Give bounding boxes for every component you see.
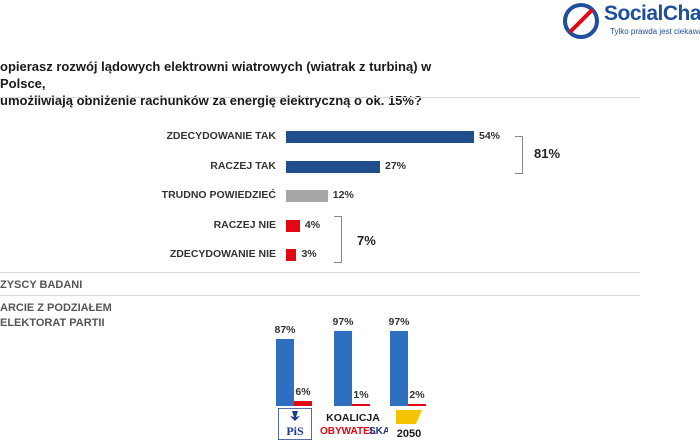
brand-name: SocialChar — [604, 2, 700, 25]
bar — [286, 249, 297, 261]
party-bar — [352, 404, 370, 406]
bar — [286, 190, 328, 202]
yes-bracket — [515, 136, 523, 174]
category-label: RACZEJ TAK — [210, 160, 276, 172]
ko-label-line2b: SKA — [369, 426, 388, 437]
section-all-respondents: ZYSCY BADANI — [0, 279, 83, 291]
brand-tagline: Tylko prawda jest ciekawa — [610, 27, 700, 36]
socialchar-logo — [563, 3, 599, 39]
category-label: RACZEJ NIE — [213, 219, 276, 231]
party-value-label: 6% — [295, 386, 311, 399]
ko-logo: KOALICJA OBYWATEL SKA — [320, 412, 388, 437]
divider — [0, 295, 640, 296]
party-value-label: 87% — [274, 323, 296, 336]
value-label: 3% — [301, 248, 317, 260]
p2050-label: 2050 — [397, 428, 421, 440]
category-label: ZDECYDOWANIE TAK — [166, 130, 276, 142]
value-label: 27% — [385, 160, 407, 172]
category-label: TRUDNO POWIEDZIEĆ — [161, 189, 276, 201]
aggregate-yes: 81% — [534, 146, 561, 161]
divider — [0, 97, 640, 98]
party-bar — [390, 331, 408, 406]
divider — [0, 272, 640, 273]
party-bar — [276, 338, 294, 406]
value-label: 54% — [479, 130, 501, 142]
party-value-label: 2% — [409, 389, 425, 401]
category-label: ZDECYDOWANIE NIE — [169, 248, 276, 260]
party-value-label: 97% — [388, 316, 410, 328]
value-label: 4% — [304, 219, 321, 231]
value-label: 12% — [332, 189, 354, 201]
ko-label-line2a: OBYWATEL — [320, 426, 376, 437]
party-bar — [294, 401, 312, 406]
section-by-party: ARCIE Z PODZIAŁEM ELEKTORAT PARTII — [0, 302, 112, 329]
party-value-label: 1% — [353, 389, 369, 401]
pis-logo: PiS — [278, 408, 312, 440]
party-bar — [408, 404, 426, 406]
pis-label: PiS — [286, 424, 304, 438]
ko-label-line1: KOALICJA — [326, 412, 380, 424]
bar — [286, 161, 380, 173]
bar — [286, 220, 300, 232]
no-bracket — [334, 216, 342, 263]
question-title: opierasz rozwój lądowych elektrowni wiat… — [0, 59, 432, 108]
party-value-label: 97% — [332, 316, 354, 328]
party-bar — [334, 331, 352, 406]
p2050-logo: 2050 — [394, 408, 424, 440]
aggregate-no: 7% — [357, 233, 376, 248]
bar — [286, 131, 474, 143]
